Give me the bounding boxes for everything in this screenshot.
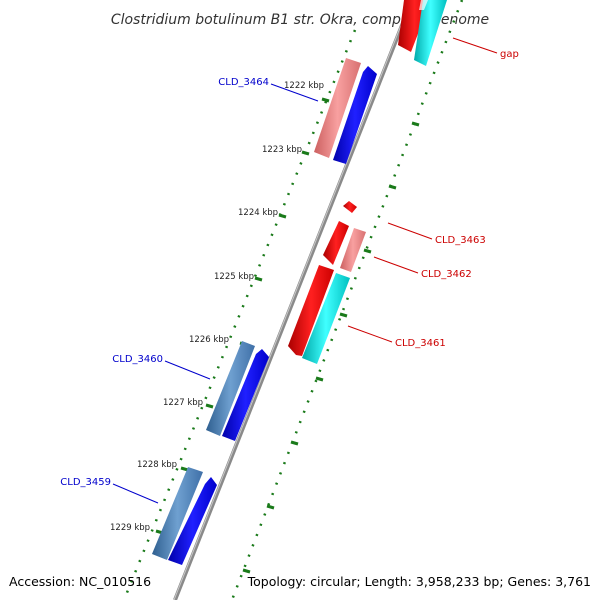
gene-feature-cld3459-blue[interactable] bbox=[168, 477, 217, 565]
tick-label-1226: 1226 kbp bbox=[189, 335, 229, 345]
gene-feature-cld3461-red[interactable] bbox=[288, 265, 334, 356]
accession-text: Accession: NC_010516 bbox=[9, 574, 151, 589]
tick-outer-2 bbox=[388, 184, 397, 190]
tick-label-1227: 1227 kbp bbox=[163, 398, 203, 408]
gene-label-gap[interactable]: gap bbox=[500, 49, 519, 60]
gene-feature-cld3462[interactable] bbox=[340, 228, 366, 272]
leader-line-cld3462 bbox=[373, 256, 419, 274]
tick-outer-6 bbox=[290, 440, 299, 446]
tick-outer-3 bbox=[363, 248, 372, 254]
tick-label-1224: 1224 kbp bbox=[238, 208, 278, 218]
leader-line-cld3459 bbox=[112, 483, 159, 504]
gene-feature-cld3463[interactable] bbox=[323, 221, 349, 265]
tick-1223-inner bbox=[301, 150, 310, 156]
gap-feature[interactable] bbox=[419, 0, 428, 10]
gene-feature-cld3460-blue[interactable] bbox=[222, 349, 269, 441]
leader-line-cld3464 bbox=[270, 83, 319, 102]
tick-label-1229: 1229 kbp bbox=[110, 523, 150, 533]
genome-info-text: Topology: circular; Length: 3,958,233 bp… bbox=[247, 574, 591, 589]
tick-label-1225: 1225 kbp bbox=[214, 272, 254, 282]
gene-label-cld3463[interactable]: CLD_3463 bbox=[435, 235, 486, 246]
gene-label-cld3464[interactable]: CLD_3464 bbox=[218, 77, 269, 88]
gene-feature-top-cyan[interactable] bbox=[414, 0, 447, 66]
tick-outer-4 bbox=[339, 312, 348, 318]
leader-line-cld3463 bbox=[387, 222, 433, 240]
gene-label-cld3461[interactable]: CLD_3461 bbox=[395, 338, 446, 349]
tick-label-1223: 1223 kbp bbox=[262, 145, 302, 155]
tick-1225-inner bbox=[254, 276, 263, 282]
tick-label-1222: 1222 kbp bbox=[284, 81, 324, 91]
gene-feature-cld3461-cyan[interactable] bbox=[302, 273, 350, 364]
genome-backbone-highlight bbox=[173, 0, 412, 600]
gene-feature-cld3460-steel[interactable] bbox=[206, 341, 255, 436]
tick-1228-inner bbox=[180, 466, 189, 472]
tick-outer-1 bbox=[411, 121, 420, 127]
gene-label-cld3460[interactable]: CLD_3460 bbox=[112, 354, 163, 365]
tick-1227-inner bbox=[205, 403, 214, 409]
gene-feature-small-red[interactable] bbox=[343, 201, 357, 213]
gene-feature-cld3464-pale[interactable] bbox=[314, 58, 361, 158]
tick-marks bbox=[155, 97, 420, 574]
leader-line-cld3460 bbox=[164, 360, 211, 380]
tick-1224-inner bbox=[278, 213, 287, 219]
tick-1222-inner bbox=[321, 97, 330, 103]
gene-label-cld3462[interactable]: CLD_3462 bbox=[421, 269, 472, 280]
gene-feature-cld3464-blue[interactable] bbox=[333, 66, 377, 164]
leader-line-cld3461 bbox=[347, 325, 393, 343]
map-title: Clostridium botulinum B1 str. Okra, comp… bbox=[111, 12, 489, 28]
gene-feature-cld3459-steel[interactable] bbox=[152, 467, 203, 560]
tick-outer-8 bbox=[242, 568, 251, 574]
tick-label-1228: 1228 kbp bbox=[137, 460, 177, 470]
gene-label-cld3459[interactable]: CLD_3459 bbox=[60, 477, 111, 488]
tick-outer-5 bbox=[315, 376, 324, 382]
leader-line-gap bbox=[452, 37, 498, 54]
genome-backbone bbox=[173, 0, 414, 600]
tick-outer-7 bbox=[266, 504, 275, 510]
